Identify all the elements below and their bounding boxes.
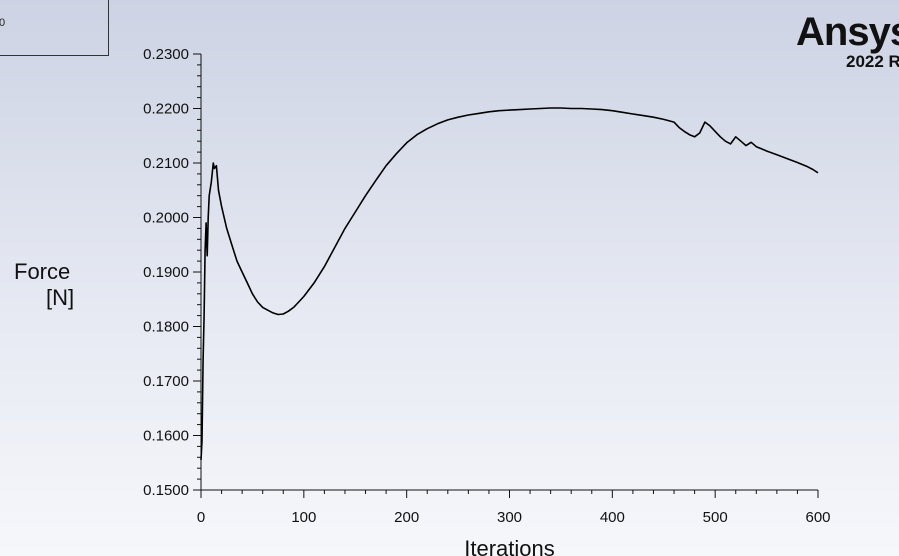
x-tick-label: 0 <box>197 509 205 526</box>
force-series-line <box>200 107 819 461</box>
y-axis-label-line1: Force <box>14 259 71 284</box>
y-tick-label: 0.2200 <box>143 101 189 118</box>
legend-text: 0 <box>0 17 6 29</box>
ansys-logo: Ansys 2022 R <box>796 10 899 74</box>
logo-version: 2022 R <box>846 52 899 71</box>
x-tick-label: 200 <box>394 509 419 526</box>
logo-name: Ansys <box>796 10 899 54</box>
legend-box: 0 <box>0 0 109 56</box>
x-axis-label: Iterations <box>464 536 555 556</box>
x-tick-label: 400 <box>600 509 625 526</box>
y-tick-label: 0.1900 <box>143 264 189 281</box>
y-axis-label-line2: [N] <box>46 285 75 310</box>
x-tick-label: 600 <box>805 509 830 526</box>
y-tick-label: 0.2100 <box>143 155 189 172</box>
x-tick-label: 300 <box>497 509 522 526</box>
y-tick-label: 0.2000 <box>143 210 189 227</box>
y-tick-label: 0.1700 <box>143 373 189 390</box>
y-tick-label: 0.1800 <box>143 319 189 336</box>
y-tick-label: 0.2300 <box>143 46 189 63</box>
y-tick-label: 0.1500 <box>143 482 189 499</box>
x-tick-label: 500 <box>703 509 728 526</box>
y-tick-label: 0.1600 <box>143 428 189 445</box>
x-tick-label: 100 <box>291 509 316 526</box>
